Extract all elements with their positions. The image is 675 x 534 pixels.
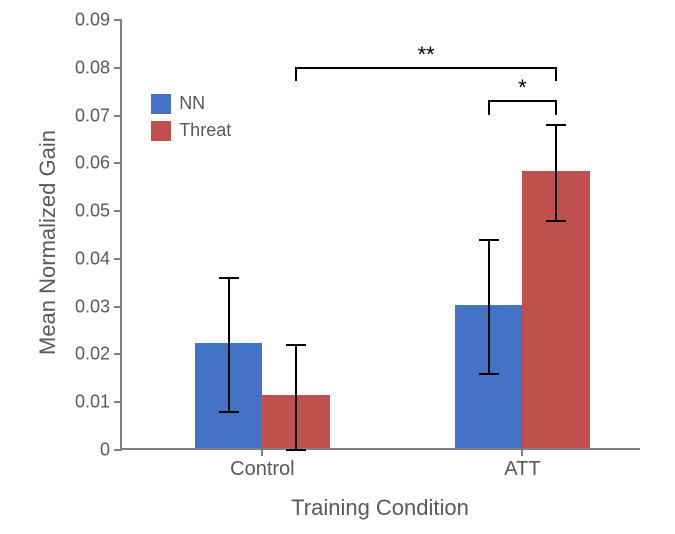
y-tick-label: 0 xyxy=(100,440,122,461)
plot-area: 00.010.020.030.040.050.060.070.080.09Con… xyxy=(120,20,640,450)
y-tick-label: 0.06 xyxy=(75,153,122,174)
significance-bracket-drop xyxy=(488,100,490,114)
error-bar xyxy=(555,125,557,221)
y-tick-label: 0.09 xyxy=(75,10,122,31)
error-cap xyxy=(546,124,566,126)
legend-item-nn: NN xyxy=(151,93,231,114)
y-axis-title: Mean Normalized Gain xyxy=(35,130,61,355)
legend: NN Threat xyxy=(151,93,231,147)
y-tick-label: 0.05 xyxy=(75,201,122,222)
error-cap xyxy=(286,344,306,346)
error-cap xyxy=(286,449,306,451)
error-bar xyxy=(488,240,490,374)
error-bar xyxy=(295,345,297,450)
error-cap xyxy=(479,239,499,241)
significance-bracket-drop xyxy=(295,67,297,81)
x-axis-title: Training Condition xyxy=(291,495,469,521)
significance-bracket-drop xyxy=(555,100,557,114)
error-cap xyxy=(219,277,239,279)
significance-bracket xyxy=(296,67,556,69)
significance-bracket xyxy=(489,100,557,102)
y-tick-label: 0.02 xyxy=(75,344,122,365)
legend-label: Threat xyxy=(179,120,231,141)
significance-label: * xyxy=(518,77,527,99)
error-cap xyxy=(219,411,239,413)
x-tick-label: Control xyxy=(230,448,294,481)
chart-container: 0 0.01 0.02 0.03 0.04 0.05 0.06 0.07 0.08 0.09 Con… xyxy=(0,0,675,534)
legend-swatch xyxy=(151,94,171,114)
y-tick-label: 0.03 xyxy=(75,296,122,317)
significance-bracket-drop xyxy=(555,67,557,81)
y-tick-label: 0.07 xyxy=(75,105,122,126)
significance-label: ** xyxy=(418,44,435,66)
legend-item-threat: Threat xyxy=(151,120,231,141)
error-cap xyxy=(479,373,499,375)
x-tick-label: ATT xyxy=(504,448,540,481)
error-bar xyxy=(228,278,230,412)
y-tick-label: 0.01 xyxy=(75,392,122,413)
y-tick-label: 0.04 xyxy=(75,248,122,269)
error-cap xyxy=(546,220,566,222)
legend-label: NN xyxy=(179,93,205,114)
legend-swatch xyxy=(151,121,171,141)
y-tick-label: 0.08 xyxy=(75,57,122,78)
